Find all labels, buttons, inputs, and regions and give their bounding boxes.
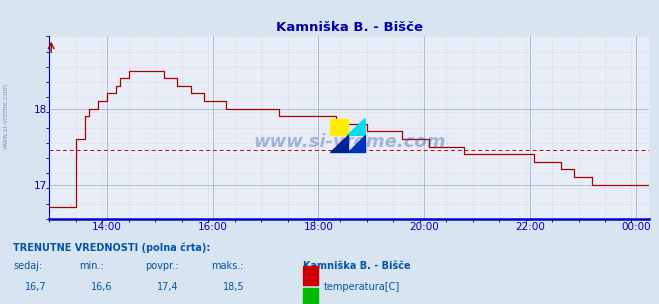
Text: 16,7: 16,7 [26,282,47,292]
Bar [303,266,318,285]
Bar [330,119,347,135]
Text: www.si-vreme.com: www.si-vreme.com [253,133,445,151]
Title: Kamniška B. - Bišče: Kamniška B. - Bišče [275,21,423,34]
Text: www.si-vreme.com: www.si-vreme.com [2,82,9,149]
Text: sedaj:: sedaj: [13,261,42,271]
Text: min.:: min.: [79,261,104,271]
Bar [303,288,318,304]
Text: 18,5: 18,5 [223,282,244,292]
Text: povpr.:: povpr.: [145,261,179,271]
Polygon shape [347,119,365,135]
Polygon shape [330,135,347,152]
Text: 17,4: 17,4 [158,282,179,292]
Text: temperatura[C]: temperatura[C] [324,282,401,292]
Text: 16,6: 16,6 [92,282,113,292]
Text: TRENUTNE VREDNOSTI (polna črta):: TRENUTNE VREDNOSTI (polna črta): [13,242,211,253]
Polygon shape [347,135,365,152]
Text: maks.:: maks.: [211,261,243,271]
Text: Kamniška B. - Bišče: Kamniška B. - Bišče [303,261,411,271]
